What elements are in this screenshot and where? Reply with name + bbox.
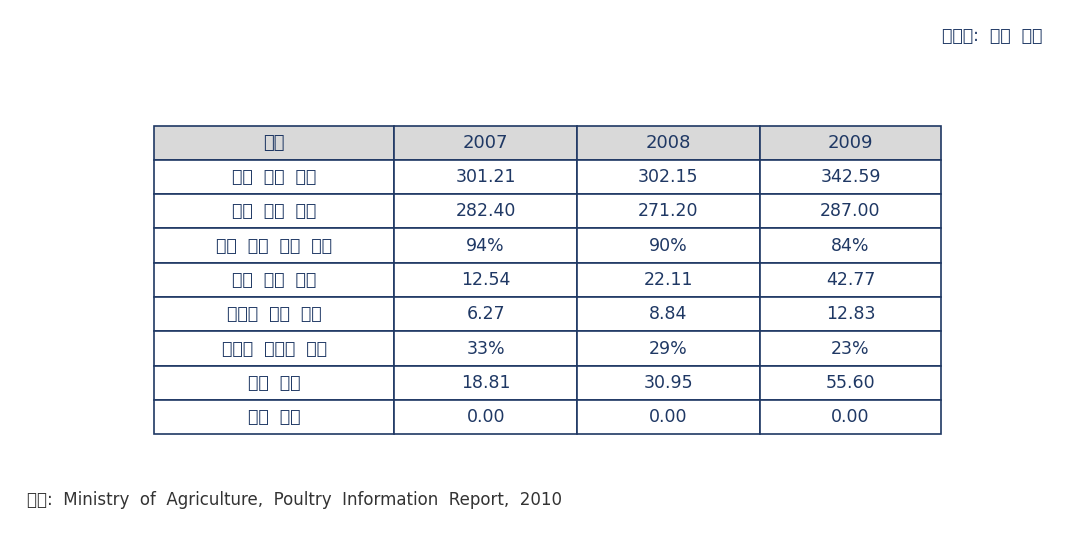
Text: 공식  수입  계란: 공식 수입 계란: [232, 271, 316, 289]
Text: 23%: 23%: [832, 340, 870, 358]
Text: 84%: 84%: [832, 237, 870, 255]
Bar: [154, 263, 394, 297]
Bar: [760, 297, 942, 332]
Bar: [577, 263, 760, 297]
Text: 12.83: 12.83: [825, 305, 876, 323]
Text: 282.40: 282.40: [455, 202, 516, 221]
Bar: [154, 297, 394, 332]
Text: 2008: 2008: [646, 134, 691, 152]
Text: 6.27: 6.27: [466, 305, 505, 323]
Bar: [577, 400, 760, 434]
Text: 18.81: 18.81: [461, 374, 510, 392]
Bar: [154, 400, 394, 434]
Text: 출처:  Ministry  of  Agriculture,  Poultry  Information  Report,  2010: 출처: Ministry of Agriculture, Poultry Inf…: [27, 492, 561, 509]
Text: （단위:  백만  개）: （단위: 백만 개）: [942, 27, 1042, 45]
Bar: [154, 126, 394, 160]
Text: 33%: 33%: [466, 340, 505, 358]
Text: 비공식  수입  계란: 비공식 수입 계란: [227, 305, 322, 323]
Bar: [154, 332, 394, 366]
Text: 8.84: 8.84: [649, 305, 687, 323]
Text: 국내  생산  계란: 국내 생산 계란: [232, 202, 316, 221]
Text: 271.20: 271.20: [638, 202, 698, 221]
Bar: [394, 229, 577, 263]
Text: 12.54: 12.54: [461, 271, 510, 289]
Bar: [760, 332, 942, 366]
Bar: [760, 194, 942, 229]
Bar: [154, 160, 394, 194]
Bar: [760, 366, 942, 400]
Bar: [154, 194, 394, 229]
Bar: [760, 263, 942, 297]
Bar: [760, 400, 942, 434]
Text: 계란  수출: 계란 수출: [248, 408, 300, 426]
Bar: [394, 160, 577, 194]
Text: 항목: 항목: [264, 134, 285, 152]
Text: 국내  계란  수요: 국내 계란 수요: [232, 168, 316, 186]
Text: 301.21: 301.21: [455, 168, 516, 186]
Bar: [394, 400, 577, 434]
Text: 0.00: 0.00: [466, 408, 505, 426]
Bar: [577, 160, 760, 194]
Text: 국내  계란  수요  비율: 국내 계란 수요 비율: [216, 237, 332, 255]
Bar: [577, 229, 760, 263]
Text: 전체  수입: 전체 수입: [248, 374, 300, 392]
Bar: [154, 229, 394, 263]
Text: 비공식  수입의  비율: 비공식 수입의 비율: [222, 340, 327, 358]
Bar: [577, 194, 760, 229]
Text: 302.15: 302.15: [638, 168, 698, 186]
Bar: [394, 126, 577, 160]
Text: 0.00: 0.00: [832, 408, 870, 426]
Bar: [394, 366, 577, 400]
Text: 90%: 90%: [649, 237, 687, 255]
Bar: [394, 194, 577, 229]
Bar: [154, 366, 394, 400]
Text: 2009: 2009: [827, 134, 873, 152]
Bar: [577, 332, 760, 366]
Text: 55.60: 55.60: [825, 374, 876, 392]
Bar: [760, 160, 942, 194]
Text: 2007: 2007: [463, 134, 509, 152]
Text: 287.00: 287.00: [820, 202, 881, 221]
Bar: [577, 126, 760, 160]
Bar: [760, 126, 942, 160]
Bar: [394, 263, 577, 297]
Text: 342.59: 342.59: [820, 168, 881, 186]
Text: 30.95: 30.95: [644, 374, 693, 392]
Text: 29%: 29%: [649, 340, 687, 358]
Bar: [394, 297, 577, 332]
Text: 42.77: 42.77: [825, 271, 876, 289]
Bar: [577, 366, 760, 400]
Text: 94%: 94%: [466, 237, 505, 255]
Text: 22.11: 22.11: [644, 271, 693, 289]
Bar: [760, 229, 942, 263]
Bar: [577, 297, 760, 332]
Bar: [394, 332, 577, 366]
Text: 0.00: 0.00: [649, 408, 687, 426]
